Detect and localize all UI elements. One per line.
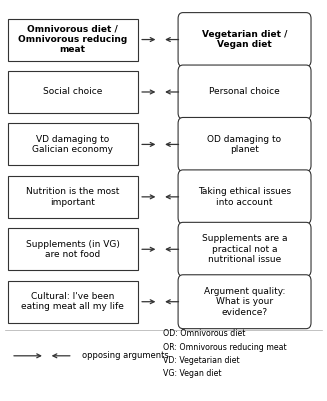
Text: Nutrition is the most
important: Nutrition is the most important: [26, 187, 119, 207]
FancyBboxPatch shape: [178, 117, 311, 171]
FancyBboxPatch shape: [8, 71, 138, 113]
Text: Supplements (in VG)
are not food: Supplements (in VG) are not food: [26, 239, 120, 259]
Text: Personal choice: Personal choice: [209, 87, 280, 97]
Text: Social choice: Social choice: [43, 87, 102, 97]
Text: Cultural: I've been
eating meat all my life: Cultural: I've been eating meat all my l…: [21, 292, 124, 312]
Text: Vegetarian diet /
Vegan diet: Vegetarian diet / Vegan diet: [202, 30, 287, 49]
Text: VG: Vegan diet: VG: Vegan diet: [164, 369, 222, 378]
Text: opposing arguments: opposing arguments: [82, 351, 169, 360]
Text: VD: Vegetarian diet: VD: Vegetarian diet: [164, 356, 240, 365]
FancyBboxPatch shape: [8, 281, 138, 323]
Text: Supplements are a
practical not a
nutritional issue: Supplements are a practical not a nutrit…: [202, 234, 287, 264]
Text: Omnivorous diet /
Omnivorous reducing
meat: Omnivorous diet / Omnivorous reducing me…: [18, 24, 127, 55]
FancyBboxPatch shape: [8, 176, 138, 218]
Text: Argument quality:
What is your
evidence?: Argument quality: What is your evidence?: [204, 287, 285, 317]
FancyBboxPatch shape: [178, 65, 311, 119]
Text: Taking ethical issues
into account: Taking ethical issues into account: [198, 187, 291, 207]
FancyBboxPatch shape: [178, 275, 311, 329]
Text: VD damaging to
Galician economy: VD damaging to Galician economy: [32, 135, 113, 154]
Text: OR: Omnivorous reducing meat: OR: Omnivorous reducing meat: [164, 342, 287, 352]
FancyBboxPatch shape: [178, 222, 311, 276]
Text: OD damaging to
planet: OD damaging to planet: [208, 135, 282, 154]
FancyBboxPatch shape: [178, 170, 311, 224]
Text: OD: Omnivorous diet: OD: Omnivorous diet: [164, 329, 246, 338]
FancyBboxPatch shape: [8, 124, 138, 165]
FancyBboxPatch shape: [8, 18, 138, 61]
FancyBboxPatch shape: [178, 12, 311, 67]
FancyBboxPatch shape: [8, 228, 138, 270]
